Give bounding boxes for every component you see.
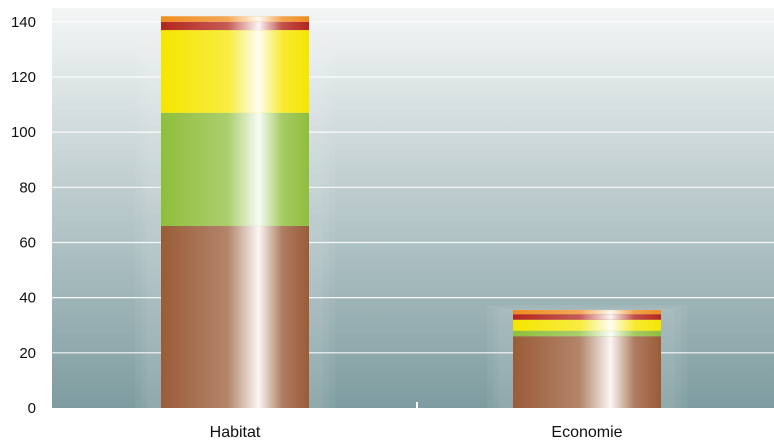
bar-segment-highlight: [513, 330, 661, 337]
x-category-label: Economie: [551, 424, 622, 441]
y-axis-ticks: 0 20 40 60 80 100 120 140: [11, 14, 36, 417]
y-tick-label: 120: [11, 69, 36, 86]
y-tick-label: 100: [11, 124, 36, 141]
y-tick-label: 60: [19, 234, 36, 251]
y-tick-label: 20: [19, 345, 36, 362]
x-category-label: Habitat: [210, 424, 261, 441]
bar-segment-highlight: [161, 112, 309, 226]
bar-segment-highlight: [161, 30, 309, 113]
y-tick-label: 40: [19, 290, 36, 307]
bars: [161, 16, 661, 408]
bar-segment-highlight: [161, 16, 309, 22]
bar-segment-highlight: [161, 21, 309, 31]
bar-segment-highlight: [513, 310, 661, 315]
bar-segment-highlight: [161, 225, 309, 408]
y-tick-label: 0: [28, 400, 36, 417]
bar-segment-highlight: [513, 319, 661, 331]
y-tick-label: 140: [11, 14, 36, 31]
bar-segment-highlight: [513, 314, 661, 320]
bar-segment-highlight: [513, 336, 661, 408]
y-tick-label: 80: [19, 179, 36, 196]
x-axis-labels: Habitat Economie: [210, 424, 623, 441]
